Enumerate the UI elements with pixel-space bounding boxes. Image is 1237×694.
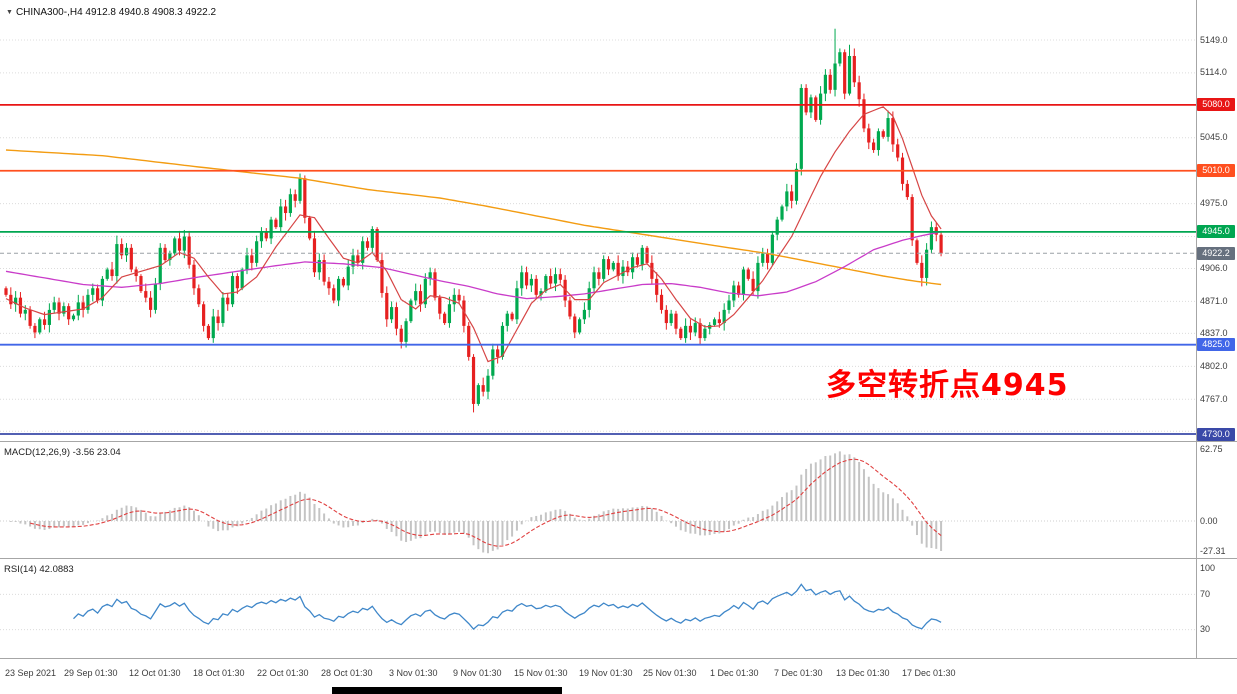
chart-marker-icon: ▼ [6,9,13,16]
time-tick-label: 17 Dec 01:30 [902,668,956,678]
price-line-badge: 4825.0 [1197,338,1235,352]
time-tick-label: 1 Dec 01:30 [710,668,759,678]
macd-tick-label: -27.31 [1200,546,1226,557]
price-tick-label: 4837.0 [1200,327,1228,338]
rsi-tick-label: 30 [1200,624,1211,635]
macd-tick-label: 0.00 [1200,515,1218,526]
symbol-ohlc-text: CHINA300-,H4 4912.8 4940.8 4908.3 4922.2 [15,7,217,18]
current-price-badge: 4922.2 [1197,246,1235,260]
price-line-badge: 5010.0 [1197,164,1235,178]
rsi-tick-label: 70 [1200,588,1211,599]
time-tick-label: 22 Oct 01:30 [257,668,309,678]
annotation-text: 多空转折点4945 [826,368,1069,403]
taskbar-fragment [332,687,562,694]
time-tick-label: 12 Oct 01:30 [129,668,181,678]
time-tick-label: 29 Sep 01:30 [64,668,118,678]
time-tick-label: 15 Nov 01:30 [514,668,568,678]
time-tick-label: 9 Nov 01:30 [453,668,502,678]
macd-tick-label: 62.75 [1200,444,1223,455]
symbol-ohlc-label: ▼ CHINA300-,H4 4912.8 4940.8 4908.3 4922.… [6,7,216,18]
time-tick-label: 28 Oct 01:30 [321,668,373,678]
rsi-indicator-label: RSI(14) 42.0883 [4,564,74,575]
price-tick-label: 4871.0 [1200,295,1228,306]
time-tick-label: 7 Dec 01:30 [774,668,823,678]
price-tick-label: 5114.0 [1200,67,1227,78]
price-tick-label: 5045.0 [1200,132,1228,143]
price-line-badge: 4730.0 [1197,427,1235,441]
time-tick-label: 18 Oct 01:30 [193,668,245,678]
price-tick-label: 4802.0 [1200,360,1228,371]
time-tick-label: 23 Sep 2021 [5,668,57,678]
price-line-badge: 4945.0 [1197,225,1235,239]
price-tick-label: 5149.0 [1200,34,1228,45]
time-tick-label: 19 Nov 01:30 [579,668,633,678]
time-tick-label: 13 Dec 01:30 [836,668,890,678]
rsi-tick-label: 100 [1200,562,1216,573]
time-tick-label: 3 Nov 01:30 [389,668,438,678]
price-line-badge: 5080.0 [1197,98,1235,112]
price-tick-label: 4906.0 [1200,263,1228,274]
price-tick-label: 4975.0 [1200,198,1228,209]
time-tick-label: 25 Nov 01:30 [643,668,697,678]
price-tick-label: 4767.0 [1200,393,1228,404]
macd-indicator-label: MACD(12,26,9) -3.56 23.04 [4,447,121,458]
